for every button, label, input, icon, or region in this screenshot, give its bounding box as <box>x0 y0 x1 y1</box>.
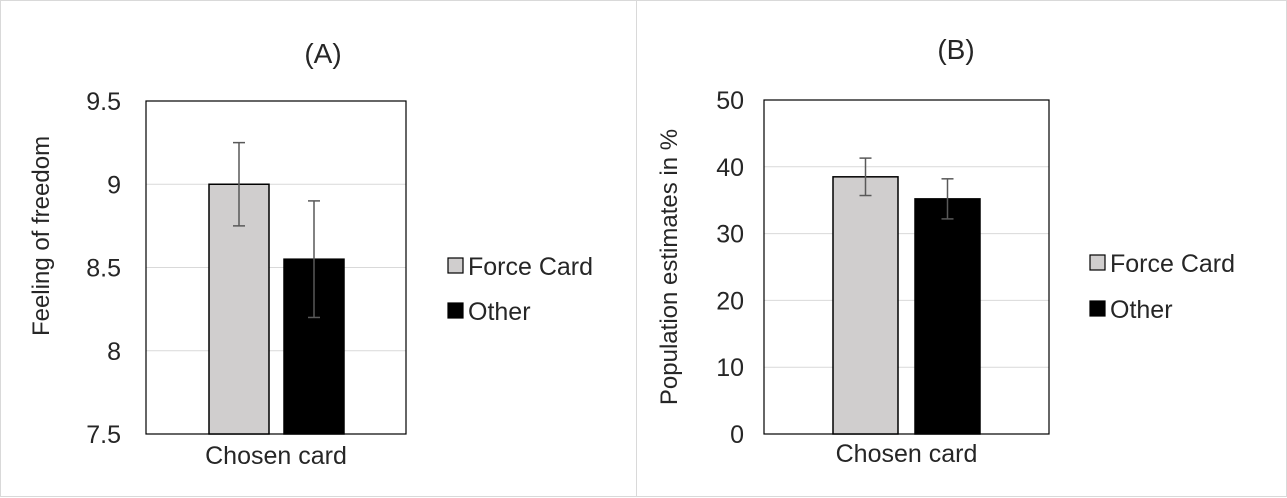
chart-title: (A) <box>304 38 341 69</box>
y-tick-label: 30 <box>716 221 744 249</box>
legend-swatch-force-card <box>447 257 464 274</box>
y-axis-label: Feeling of freedom <box>28 136 55 336</box>
legend-label-other: Other <box>1110 296 1173 324</box>
legend-label-force-card: Force Card <box>1110 250 1235 278</box>
legend-label-force-card: Force Card <box>468 253 593 281</box>
plot-area <box>145 100 407 435</box>
bar-force-card <box>832 176 899 435</box>
y-tick-label: 7.5 <box>86 421 121 449</box>
legend-swatch-other <box>447 302 464 319</box>
y-tick-label: 20 <box>716 287 744 315</box>
legend-swatch-force-card <box>1089 254 1106 271</box>
x-category-label: Chosen card <box>205 442 347 470</box>
plot-area <box>763 99 1050 435</box>
y-tick-label: 9.5 <box>86 88 121 116</box>
y-axis-label: Population estimates in % <box>656 129 683 405</box>
y-tick-label: 10 <box>716 354 744 382</box>
chart-a-svg: (A) 7.5 8 8.5 9 9.5 Feeling of freedom Force Ca… <box>28 38 593 470</box>
bar-other <box>914 198 981 435</box>
chart-title: (B) <box>937 34 974 65</box>
y-tick-label: 8 <box>107 338 121 366</box>
x-category-label: Chosen card <box>836 440 978 468</box>
y-tick-label: 40 <box>716 154 744 182</box>
y-tick-label: 0 <box>730 421 744 449</box>
chart-b-svg: (B) 0 10 20 30 40 50 Population estimates in % F… <box>656 34 1235 468</box>
y-tick-label: 9 <box>107 171 121 199</box>
legend-swatch-other <box>1089 300 1106 317</box>
legend-label-other: Other <box>468 298 531 326</box>
y-tick-label: 50 <box>716 87 744 115</box>
chart-panel-a: (A) 7.5 8 8.5 9 9.5 Feeling of freedom Force Ca… <box>0 0 637 497</box>
y-tick-label: 8.5 <box>86 255 121 283</box>
chart-panel-b: (B) 0 10 20 30 40 50 Population estimates in % F… <box>636 0 1287 497</box>
